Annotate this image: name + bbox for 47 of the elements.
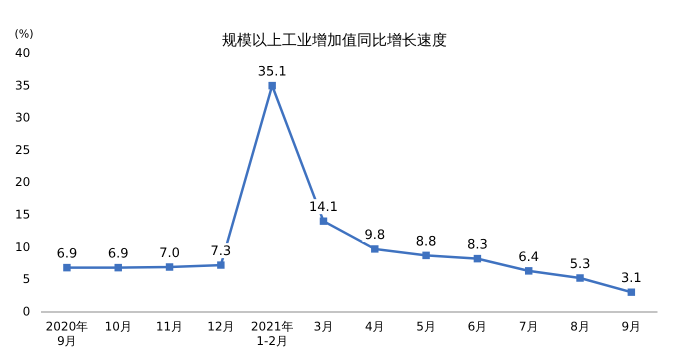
point — [166, 263, 174, 271]
data-label: 6.4 — [518, 250, 540, 265]
data-label: 14.1 — [309, 200, 338, 216]
point — [474, 254, 482, 262]
point — [217, 261, 225, 269]
y-tick-label: 25 — [14, 142, 30, 157]
y-axis-title: (%) — [14, 27, 34, 40]
y-tick-label: 10 — [14, 240, 30, 254]
point — [371, 245, 379, 253]
y-tick-label: 35 — [14, 78, 30, 92]
x-tick-label: 2021年 1-2月 — [250, 320, 294, 348]
x-tick-label: 6月 — [468, 320, 488, 334]
chart-title: 规模以上工业增加值同比增长速度 — [222, 30, 447, 49]
point — [63, 264, 71, 272]
x-tick-label: 8月 — [570, 320, 590, 334]
point — [268, 82, 276, 90]
data-label: 6.9 — [56, 246, 78, 262]
x-tick-label: 11月 — [156, 320, 184, 334]
y-tick-label: 0 — [22, 304, 30, 318]
data-label: 5.3 — [570, 256, 590, 272]
y-tick-label: 5 — [22, 272, 30, 286]
point — [114, 264, 122, 272]
point — [422, 252, 430, 260]
x-tick-label: 9月 — [622, 320, 642, 334]
y-tick-label: 20 — [14, 175, 30, 190]
data-label: 8.8 — [416, 234, 436, 250]
point — [525, 267, 532, 275]
point — [576, 274, 584, 282]
data-label: 6.9 — [108, 246, 129, 262]
y-tick-label: 30 — [14, 110, 30, 125]
data-label: 3.1 — [621, 271, 642, 286]
data-label: 9.8 — [364, 228, 386, 243]
data-label: 7.3 — [210, 244, 232, 259]
x-tick-label: 7月 — [518, 320, 539, 334]
x-tick-label: 10月 — [104, 320, 132, 334]
x-tick-label: 4月 — [364, 320, 385, 334]
data-label: 7.0 — [159, 246, 180, 261]
x-tick-label: 12月 — [207, 320, 234, 334]
data-label: 8.3 — [467, 238, 488, 252]
x-tick-label: 2020年 9月 — [46, 320, 88, 348]
data-label: 35.1 — [258, 64, 287, 80]
x-tick-label: 3月 — [314, 320, 334, 334]
point — [628, 288, 636, 296]
y-tick-label: 40 — [14, 46, 30, 60]
x-tick-label: 5月 — [416, 320, 436, 334]
y-tick-label: 15 — [14, 208, 30, 222]
point — [320, 217, 328, 225]
